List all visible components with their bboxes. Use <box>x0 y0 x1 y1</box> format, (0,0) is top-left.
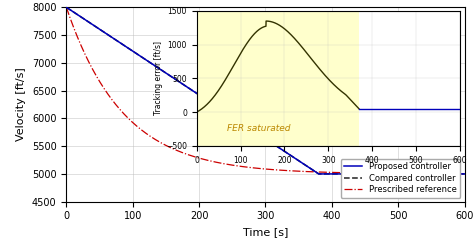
Line: Proposed controller: Proposed controller <box>66 7 465 174</box>
Bar <box>197 11 359 146</box>
Prescribed reference <box>458 172 464 175</box>
Prescribed reference <box>462 172 467 175</box>
Line: Prescribed reference: Prescribed reference <box>66 7 465 174</box>
Compared controller <box>458 173 464 175</box>
Line: Compared controller: Compared controller <box>66 7 465 174</box>
Compared controller <box>214 105 219 108</box>
Text: FER saturated: FER saturated <box>228 124 291 133</box>
Compared controller <box>64 6 69 9</box>
Y-axis label: Velocity [ft/s]: Velocity [ft/s] <box>16 68 27 141</box>
Proposed controller <box>242 124 247 127</box>
Proposed controller <box>160 70 166 73</box>
Compared controller <box>242 124 247 127</box>
Compared controller <box>160 70 166 73</box>
Proposed controller <box>156 67 162 70</box>
Prescribed reference <box>242 165 247 168</box>
Legend: Proposed controller, Compared controller, Prescribed reference: Proposed controller, Compared controller… <box>341 159 460 198</box>
Compared controller <box>462 173 467 175</box>
X-axis label: Time [s]: Time [s] <box>243 227 288 237</box>
Prescribed reference <box>158 141 164 144</box>
Compared controller <box>158 68 164 71</box>
Proposed controller <box>64 6 69 9</box>
Prescribed reference <box>156 140 162 143</box>
Prescribed reference <box>160 142 166 145</box>
Compared controller <box>316 173 321 175</box>
Compared controller <box>156 67 162 70</box>
Proposed controller <box>462 173 467 175</box>
Proposed controller <box>158 68 164 71</box>
Proposed controller <box>214 105 219 108</box>
Proposed controller <box>458 173 464 175</box>
Y-axis label: Tracking error [ft/s]: Tracking error [ft/s] <box>154 41 163 115</box>
Proposed controller <box>316 173 321 175</box>
Prescribed reference <box>214 161 219 164</box>
Prescribed reference <box>64 6 69 9</box>
